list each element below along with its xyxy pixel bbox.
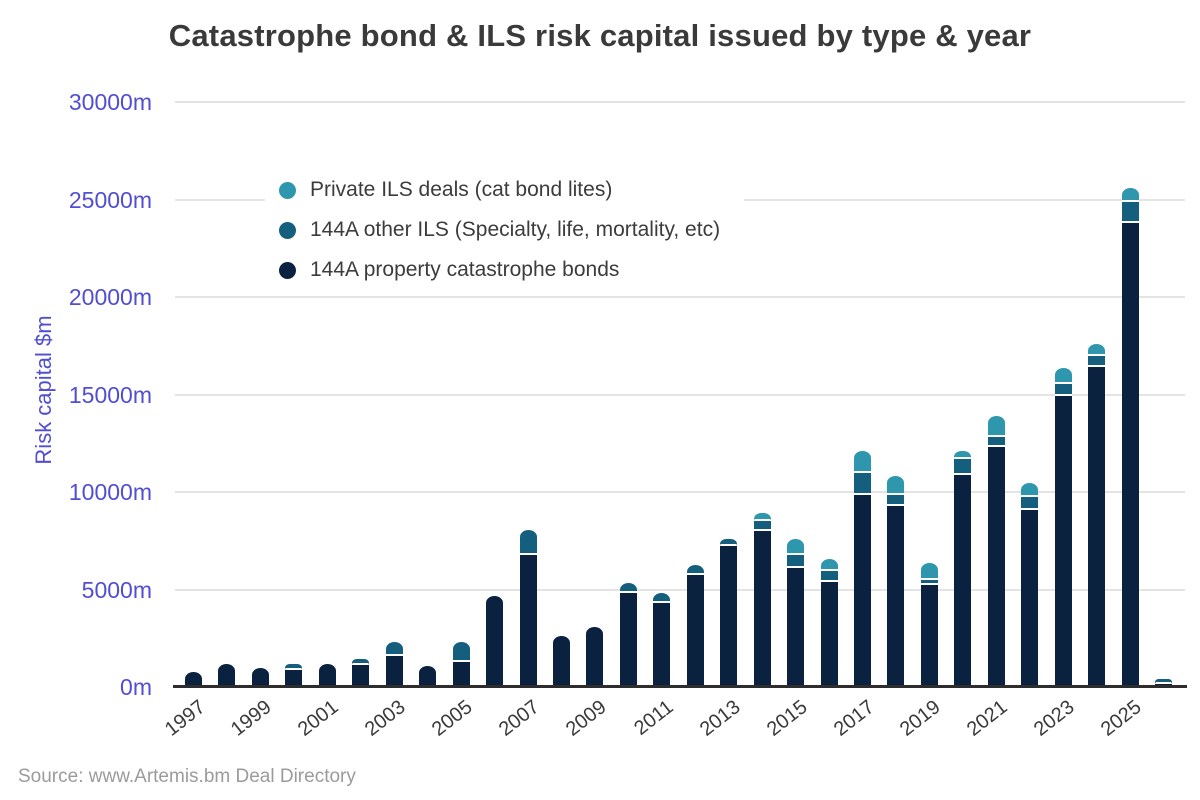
legend-label-property-cat-bonds: 144A property catastrophe bonds <box>310 258 620 281</box>
bar-2023-segment-0 <box>1054 367 1072 382</box>
bar-2000-segment-2 <box>285 668 303 687</box>
bar-2021-segment-1 <box>987 435 1005 445</box>
bar-2026-segment-1 <box>1155 679 1173 683</box>
y-tick-label-0: 0m <box>120 674 152 700</box>
bar-2004-segment-2 <box>419 666 437 687</box>
bar-2021-segment-2 <box>987 444 1005 687</box>
bar-2014-segment-0 <box>753 512 771 519</box>
y-tick-label-20000: 20000m <box>68 284 152 310</box>
bar-2007-segment-2 <box>519 553 537 687</box>
bar-2021-segment-0 <box>987 416 1005 436</box>
bar-2000-segment-1 <box>285 663 303 668</box>
bar-2019-segment-0 <box>920 562 938 578</box>
gridline-30000 <box>175 101 1185 103</box>
bar-2025-segment-1 <box>1121 200 1139 222</box>
gridline-20000 <box>175 296 1185 298</box>
bar-2017-segment-1 <box>854 470 871 493</box>
bar-2022-segment-1 <box>1021 495 1039 509</box>
bar-2020-segment-0 <box>954 451 972 458</box>
bar-2006-segment-2 <box>486 595 504 687</box>
bar-2007-segment-1 <box>519 529 537 554</box>
bar-2011-segment-1 <box>653 593 671 601</box>
legend: Private ILS deals (cat bond lites) 144A … <box>265 168 745 294</box>
bar-2018-segment-2 <box>887 504 905 687</box>
y-tick-label-30000: 30000m <box>68 89 152 115</box>
bar-2024-segment-1 <box>1088 353 1106 366</box>
bar-2018-segment-0 <box>887 475 905 493</box>
bar-2024-segment-0 <box>1088 343 1106 354</box>
bar-2020-segment-2 <box>954 473 972 687</box>
legend-label-other-ils: 144A other ILS (Specialty, life, mortali… <box>310 218 721 241</box>
bar-2017-segment-0 <box>854 450 871 471</box>
bar-1998-segment-2 <box>218 663 236 687</box>
y-tick-label-25000: 25000m <box>68 186 152 213</box>
bar-2016-segment-1 <box>820 569 838 580</box>
legend-dot-other-ils-icon <box>279 221 296 239</box>
bar-2003-segment-1 <box>385 641 403 654</box>
bar-2005-segment-1 <box>452 642 470 661</box>
bar-2002-segment-2 <box>352 663 370 687</box>
bar-2016-segment-2 <box>820 579 838 687</box>
bar-2012-segment-1 <box>686 564 704 574</box>
bar-2003-segment-2 <box>385 653 403 687</box>
bar-2019-segment-1 <box>920 577 938 584</box>
legend-item-other-ils: 144A other ILS (Specialty, life, mortali… <box>279 210 720 250</box>
legend-label-private-ils: Private ILS deals (cat bond lites) <box>310 178 613 201</box>
y-tick-label-15000: 15000m <box>68 381 152 408</box>
gridline-5000 <box>175 588 1185 591</box>
bar-2011-segment-2 <box>653 600 671 687</box>
gridline-15000 <box>175 393 1185 396</box>
bar-2013-segment-1 <box>720 538 738 545</box>
bar-2015-segment-2 <box>787 565 805 687</box>
bar-2010-segment-2 <box>619 590 637 687</box>
bar-2012-segment-2 <box>686 573 704 687</box>
bar-2015-segment-1 <box>787 553 805 566</box>
chart-title: Catastrophe bond & ILS risk capital issu… <box>168 18 1032 53</box>
bar-2014-segment-2 <box>753 528 771 687</box>
bar-2017-segment-2 <box>854 492 871 687</box>
bar-2022-segment-0 <box>1021 483 1039 496</box>
bar-2008-segment-2 <box>552 635 570 687</box>
bar-2020-segment-1 <box>954 457 972 474</box>
y-tick-label-5000: 5000m <box>81 576 152 603</box>
x-axis-line <box>173 685 1187 688</box>
legend-dot-private-ils-icon <box>279 181 296 199</box>
bar-2022-segment-2 <box>1021 508 1039 687</box>
bar-2019-segment-2 <box>920 583 938 687</box>
bar-1997-segment-2 <box>185 672 202 687</box>
bar-1999-segment-2 <box>251 668 269 687</box>
bar-2014-segment-1 <box>753 518 771 529</box>
source-attribution: Source: www.Artemis.bm Deal Directory <box>18 766 356 787</box>
bar-2010-segment-1 <box>619 583 637 591</box>
gridline-10000 <box>175 491 1185 493</box>
bar-2001-segment-2 <box>318 663 336 687</box>
legend-item-property-cat-bonds: 144A property catastrophe bonds <box>279 250 720 290</box>
y-axis-title: Risk capital $m <box>31 315 56 465</box>
bar-2023-segment-2 <box>1054 394 1072 687</box>
bar-2015-segment-0 <box>787 538 805 554</box>
legend-item-private-ils: Private ILS deals (cat bond lites) <box>279 170 720 210</box>
bar-2009-segment-2 <box>586 626 604 687</box>
bar-2025-segment-0 <box>1121 188 1139 201</box>
bar-2018-segment-1 <box>887 492 905 505</box>
bar-2013-segment-2 <box>720 544 738 687</box>
bar-2024-segment-2 <box>1088 365 1106 687</box>
bar-2016-segment-0 <box>820 559 838 570</box>
bar-2002-segment-1 <box>352 659 370 664</box>
bar-2025-segment-2 <box>1121 221 1139 687</box>
bar-2026-segment-2 <box>1155 682 1173 687</box>
y-tick-label-10000: 10000m <box>68 479 152 505</box>
bar-2005-segment-2 <box>452 660 470 687</box>
bar-2023-segment-1 <box>1054 381 1072 395</box>
legend-dot-property-cat-bonds-icon <box>279 261 296 279</box>
